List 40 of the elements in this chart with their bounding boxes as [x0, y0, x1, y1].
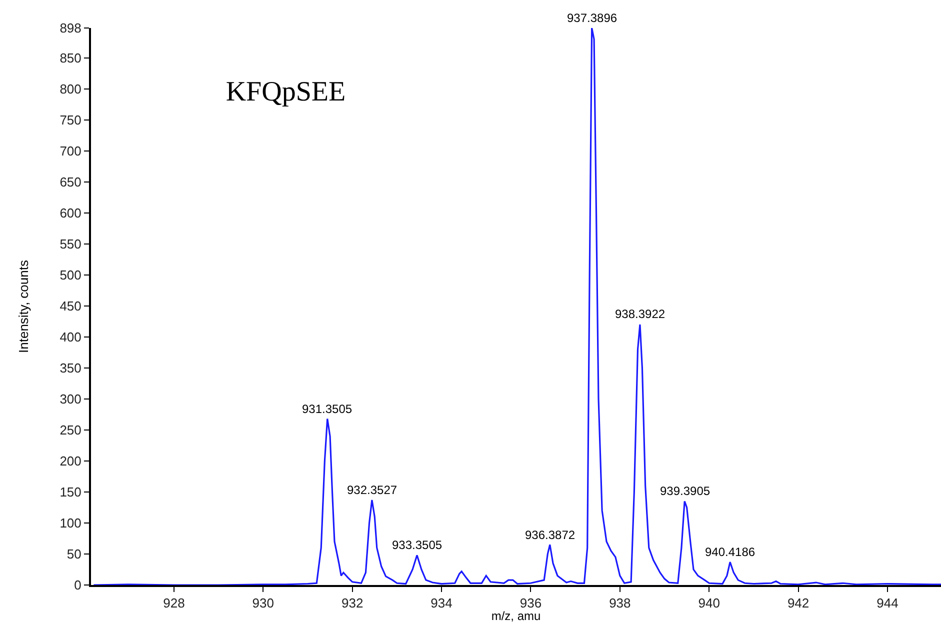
- y-tick-label: 200: [60, 454, 82, 468]
- x-tick-label: 936: [520, 596, 542, 611]
- y-tick-label: 700: [60, 143, 82, 158]
- x-tick-label: 930: [252, 596, 274, 611]
- y-tick-label: 0: [74, 578, 82, 593]
- y-tick-label: 250: [60, 422, 82, 438]
- annotation: 936.3872: [525, 528, 576, 542]
- annotation: 937.3896: [567, 11, 618, 25]
- x-tick-label: 938: [609, 596, 631, 611]
- y-axis-title: Intensity, counts: [16, 260, 32, 353]
- y-tick-label: 150: [60, 484, 82, 500]
- annotation: 933.3505: [392, 538, 442, 552]
- x-tick-label: 928: [163, 596, 185, 611]
- x-tick-label: 940: [698, 596, 720, 611]
- y-tick-label: 600: [60, 205, 82, 220]
- x-tick-label: 942: [787, 596, 810, 611]
- y-tick-label: 450: [60, 298, 82, 314]
- x-axis-title: m/z, amu: [491, 609, 541, 623]
- annotation: 939.3905: [660, 484, 710, 498]
- y-tick-label: 898: [60, 20, 82, 36]
- y-tick-label: 650: [60, 174, 82, 190]
- y-tick-label: 500: [60, 267, 82, 282]
- x-tick-label: 944: [876, 596, 898, 611]
- line-series: [92, 28, 941, 585]
- y-tick-label: 100: [60, 516, 82, 531]
- y-tick-label: 400: [60, 329, 82, 344]
- x-tick-label: 934: [430, 596, 452, 611]
- x-tick-label: 932: [341, 596, 364, 611]
- y-tick-label: 750: [60, 112, 82, 128]
- annotation: 938.3922: [615, 307, 666, 321]
- y-tick-label: 300: [60, 391, 82, 406]
- text: KFQpSEE: [226, 76, 346, 108]
- annotation: 932.3527: [347, 483, 398, 497]
- y-tick-label: 550: [60, 236, 82, 252]
- annotation: 931.3505: [302, 402, 352, 416]
- y-tick-label: 350: [60, 360, 82, 376]
- y-tick-label: 850: [60, 50, 82, 66]
- annotation: 940.4186: [705, 545, 756, 559]
- y-tick-label: 50: [66, 546, 82, 562]
- y-tick-label: 800: [60, 81, 82, 96]
